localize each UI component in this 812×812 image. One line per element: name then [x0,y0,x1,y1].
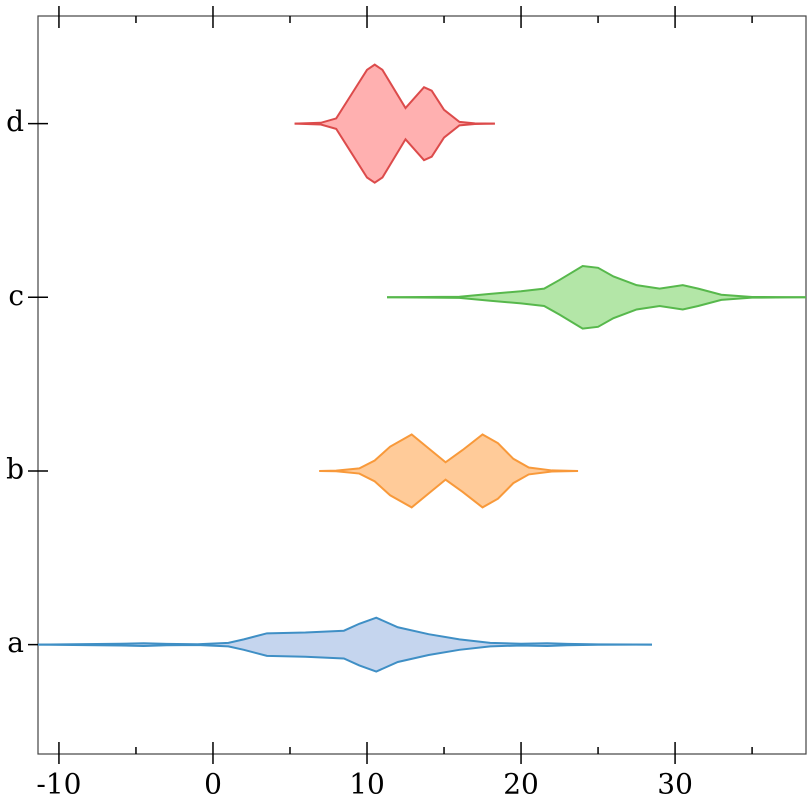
violin-body [38,617,652,672]
y-tick-label: c [8,279,24,312]
violin-body [387,266,806,329]
violin-lower-edge [319,469,579,509]
violin-body [294,64,495,183]
violin-body [319,434,579,508]
violin-upper-edge [37,616,652,646]
x-tick-label: -10 [36,768,81,801]
x-tick-label: 20 [503,768,539,801]
violin-lower-edge [37,643,652,673]
x-tick-label: 10 [349,768,385,801]
violin-upper-edge [294,63,495,125]
y-tick-label: b [6,452,24,485]
plot-frame [37,15,807,755]
y-tick-label: d [6,105,24,138]
x-tick-label: 0 [204,768,222,801]
y-tick-label: a [7,626,24,659]
violin-lower-edge [294,122,495,184]
violin-upper-edge [387,265,807,299]
violin-lower-edge [387,296,807,330]
x-tick-label: 30 [657,768,693,801]
violin-upper-edge [319,433,579,472]
